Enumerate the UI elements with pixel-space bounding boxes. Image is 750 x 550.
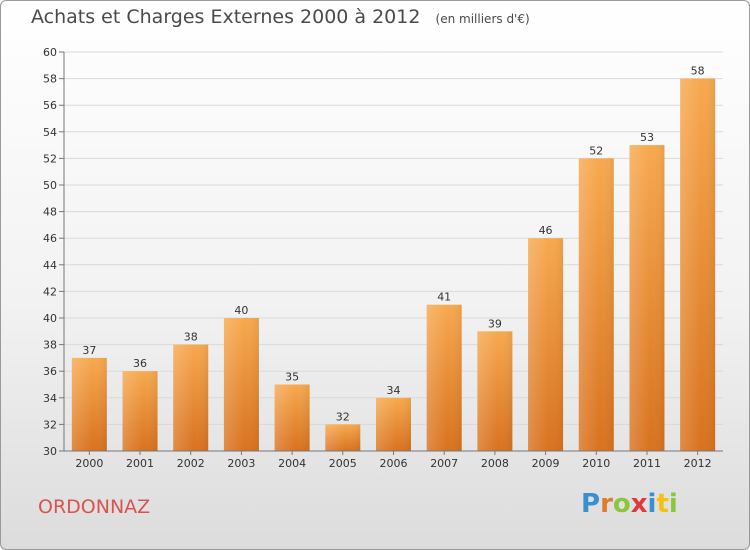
logo-letter: r (600, 489, 613, 519)
bar-shade-2001 (122, 371, 158, 451)
x-tick-label-2012: 2012 (684, 457, 712, 470)
y-tick-label: 60 (43, 46, 57, 59)
proxiti-logo: Proxiti (581, 489, 678, 519)
x-tick-label-2009: 2009 (532, 457, 560, 470)
logo-letter: i (647, 489, 657, 519)
y-tick-label: 30 (43, 445, 57, 458)
logo-letter: x (630, 489, 648, 519)
y-tick-label: 36 (43, 365, 57, 378)
bar-shade-2003 (223, 318, 259, 451)
data-label-2007: 41 (437, 291, 451, 304)
x-tick-label-2001: 2001 (126, 457, 154, 470)
data-label-2004: 35 (285, 371, 299, 384)
data-label-2005: 32 (336, 410, 350, 423)
logo-letter: t (656, 489, 669, 519)
data-label-2000: 37 (82, 344, 96, 357)
data-label-2011: 53 (640, 131, 654, 144)
y-tick-label: 58 (43, 73, 57, 86)
chart-title: Achats et Charges Externes 2000 à 2012 (… (31, 6, 530, 28)
y-tick-label: 44 (43, 259, 57, 272)
data-label-2006: 34 (387, 384, 401, 397)
x-tick-label-2007: 2007 (430, 457, 458, 470)
data-labels: 37 36 38 40 35 32 34 41 39 46 52 53 58 (82, 65, 704, 424)
data-label-2009: 46 (539, 224, 553, 237)
y-tick-label: 34 (43, 392, 57, 405)
data-label-2001: 36 (133, 357, 147, 370)
y-tick-label: 52 (43, 152, 57, 165)
data-label-2003: 40 (234, 304, 248, 317)
x-tick-label-2005: 2005 (329, 457, 357, 470)
y-tick-label: 32 (43, 418, 57, 431)
y-tick-label: 50 (43, 179, 57, 192)
bar-shade-2006 (376, 397, 411, 451)
bar-shade-2012 (680, 78, 716, 451)
x-tick-label-2008: 2008 (481, 457, 509, 470)
x-tick-label-2006: 2006 (380, 457, 408, 470)
title-text: Achats et Charges Externes 2000 à 2012 (31, 6, 421, 28)
data-label-2002: 38 (184, 331, 198, 344)
logo-letter: o (612, 489, 631, 519)
x-tick-label-2003: 2003 (227, 457, 255, 470)
place-name: ORDONNAZ (38, 496, 151, 518)
x-tick-label-2004: 2004 (278, 457, 306, 470)
title-unit: (en milliers d'€) (435, 12, 530, 26)
bar-shade-2010 (578, 158, 614, 451)
x-tick-label-2002: 2002 (177, 457, 205, 470)
data-label-2012: 58 (691, 65, 705, 78)
data-label-2010: 52 (589, 144, 603, 157)
bar-shade-2004 (274, 384, 310, 451)
y-tick-label: 54 (43, 126, 57, 139)
logo-letter: P (581, 489, 601, 519)
bar-shade-2009 (528, 238, 564, 451)
bar-shade-2007 (426, 304, 462, 451)
x-tick-label-2010: 2010 (582, 457, 610, 470)
y-tick-label: 56 (43, 99, 57, 112)
logo-letter: i (668, 489, 678, 519)
y-tick-label: 40 (43, 312, 57, 325)
y-tick-label: 42 (43, 285, 57, 298)
x-axis-ticks: 2000 2001 2002 2003 2004 2005 2006 2007 2008 2009… (75, 451, 712, 470)
bar-shade-2011 (629, 145, 665, 451)
data-label-2008: 39 (488, 317, 502, 330)
y-tick-label: 48 (43, 206, 57, 219)
grid-lines (64, 51, 723, 425)
x-tick-label-2011: 2011 (633, 457, 661, 470)
y-axis-ticks: 30 32 34 36 38 40 42 44 46 48 50 52 54 56 58 60 (43, 46, 64, 458)
bar-shade-2002 (173, 344, 209, 451)
y-tick-label: 46 (43, 232, 57, 245)
y-tick-label: 38 (43, 339, 57, 352)
x-tick-label-2000: 2000 (75, 457, 103, 470)
bar-shade-2005 (325, 424, 361, 451)
bar-shade-2000 (71, 357, 107, 451)
bar-shade-2008 (477, 331, 513, 451)
bars (71, 78, 716, 451)
